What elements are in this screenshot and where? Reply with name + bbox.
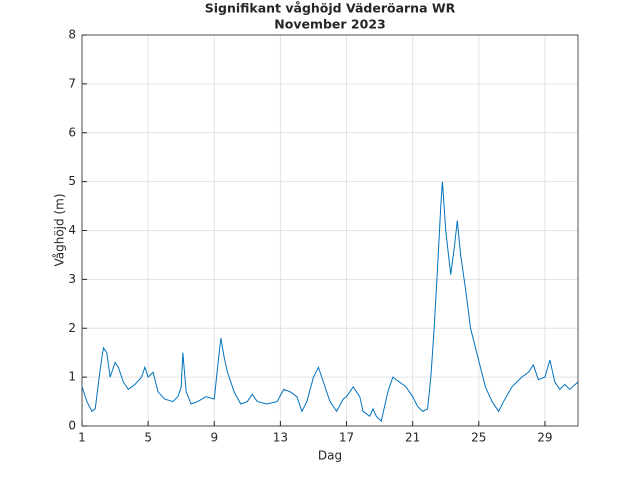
x-tick-label: 25 <box>471 431 486 445</box>
x-tick-label: 5 <box>144 431 152 445</box>
y-tick-label: 5 <box>68 174 76 188</box>
y-tick-label: 3 <box>68 272 76 286</box>
chart-title: Signifikant våghöjd Väderöarna WR <box>205 1 456 16</box>
x-tick-label: 17 <box>339 431 354 445</box>
data-line <box>81 181 579 423</box>
chart-subtitle: November 2023 <box>274 17 385 32</box>
y-axis-label: Våghöjd (m) <box>53 193 67 266</box>
y-tick-label: 2 <box>68 321 76 335</box>
axes-box <box>81 34 579 427</box>
x-tick-label: 21 <box>405 431 420 445</box>
y-tick-label: 4 <box>68 223 76 237</box>
y-tick-label: 0 <box>68 419 76 433</box>
x-axis-label: Dag <box>318 449 342 463</box>
y-tick-label: 7 <box>68 76 76 90</box>
x-tick-label: 29 <box>537 431 552 445</box>
y-tick-label: 1 <box>68 370 76 384</box>
y-tick-label: 8 <box>68 28 76 42</box>
x-tick-label: 9 <box>210 431 218 445</box>
y-tick-label: 6 <box>68 125 76 139</box>
x-tick-label: 13 <box>273 431 288 445</box>
x-tick-label: 1 <box>78 431 86 445</box>
